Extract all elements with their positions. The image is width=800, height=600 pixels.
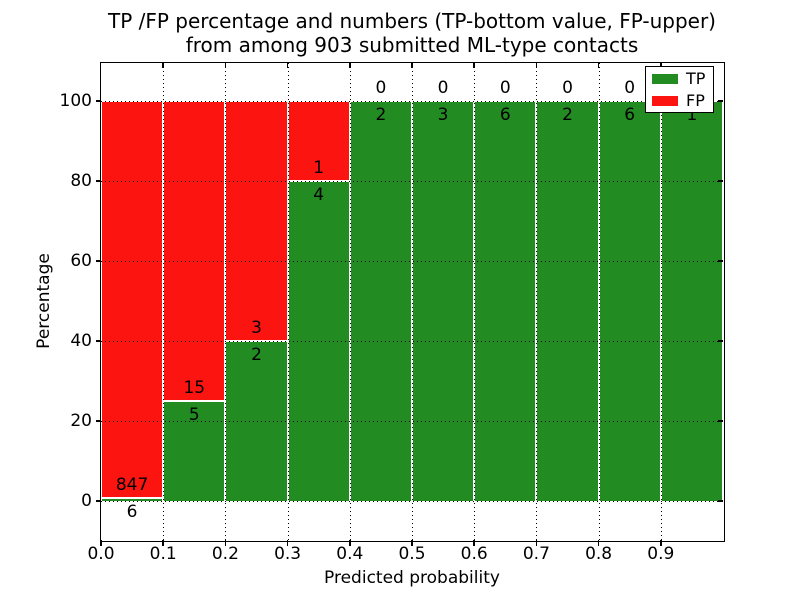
x-tick-mark [224,540,227,546]
y-tick-label: 60 [70,251,92,271]
x-tick-mark [286,540,289,546]
right-tick-mark [718,100,723,102]
vertical-gridline [474,63,476,540]
y-tick-label: 40 [70,331,92,351]
tp-legend-swatch-icon [652,73,678,84]
top-tick-mark [411,63,413,68]
tp-count-label: 6 [126,501,138,522]
vertical-gridline [598,63,600,540]
top-tick-mark [660,63,662,68]
y-tick-label: 80 [70,171,92,191]
y-tick-label: 100 [59,91,92,111]
top-tick-mark [286,63,289,68]
y-tick-mark [95,420,101,422]
tp-count-label: 1 [686,104,698,125]
x-tick-label: 0.1 [149,544,177,564]
tp-count-label: 6 [624,104,636,125]
tp-count-label: 2 [251,344,262,365]
tp-count-label: 3 [437,104,449,125]
legend-label-tp: TP [686,68,706,88]
vertical-gridline [287,63,289,540]
tp-bar-segment [474,101,537,501]
x-tick-label: 0.3 [274,544,302,564]
top-tick-mark [349,63,351,68]
right-tick-mark [718,500,723,502]
y-tick-mark [95,180,101,182]
legend: TP FP [645,66,714,113]
x-tick-mark [100,540,102,546]
vertical-gridline [536,63,538,540]
top-tick-mark [535,63,538,68]
tp-bar-segment [660,101,723,501]
y-tick-mark [95,100,101,102]
tp-bar-segment [536,101,599,501]
fp-count-label: 0 [375,77,387,98]
x-tick-label: 0.8 [585,544,613,564]
x-tick-label: 0.0 [87,544,115,564]
tp-count-label: 2 [562,104,573,125]
chart-title-line2: from among 903 submitted ML-type contact… [185,33,639,57]
x-tick-label: 0.4 [336,544,364,564]
tp-count-label: 5 [188,404,200,425]
vertical-gridline [225,63,227,540]
tp-count-label: 4 [313,184,325,205]
top-tick-mark [224,63,227,68]
top-tick-mark [597,63,600,68]
fp-bar-segment [163,101,226,401]
fp-count-label: 847 [115,474,149,495]
x-tick-mark [162,540,164,546]
fp-count-label: 15 [183,377,206,398]
right-tick-mark [718,180,723,182]
right-tick-mark [718,260,723,262]
tp-bar-segment [598,101,661,501]
x-tick-label: 0.7 [522,544,550,564]
x-tick-mark [660,540,662,546]
chart-title: TP /FP percentage and numbers (TP-bottom… [101,9,723,57]
top-tick-mark [473,63,475,68]
legend-item-fp: FP [646,90,713,112]
y-tick-mark [95,340,101,342]
fp-count-label: 3 [251,317,262,338]
y-tick-mark [95,500,101,502]
x-tick-label: 0.5 [398,544,426,564]
tp-count-label: 6 [499,104,511,125]
tp-bar-segment [349,101,412,501]
top-tick-mark [162,63,164,68]
fp-count-label: 0 [562,77,573,98]
fp-bar-segment [101,101,164,499]
x-tick-mark [535,540,538,546]
y-tick-label: 20 [70,411,92,431]
fp-count-label: 1 [313,157,325,178]
chart-title-line1: TP /FP percentage and numbers (TP-bottom… [108,9,716,33]
x-tick-label: 0.6 [460,544,488,564]
vertical-gridline [660,63,662,540]
y-tick-mark [95,260,101,262]
fp-count-label: 0 [499,77,511,98]
x-tick-mark [597,540,600,546]
y-tick-label: 0 [81,491,92,511]
x-tick-label: 0.2 [211,544,239,564]
vertical-gridline [412,63,413,540]
legend-item-tp: TP [646,68,713,90]
plot-area: 84761553214020306020601 [99,61,725,542]
legend-label-fp: FP [686,91,705,110]
x-tick-mark [349,540,351,546]
tp-bar-segment [101,498,164,501]
fp-bar-segment [225,101,288,341]
right-tick-mark [718,340,723,342]
x-axis-label: Predicted probability [324,568,500,588]
tp-count-label: 2 [375,104,387,125]
vertical-gridline [349,63,351,540]
fp-legend-swatch-icon [652,96,678,106]
fp-count-label: 0 [624,77,636,98]
x-tick-mark [411,540,413,546]
tp-bar-segment [412,101,475,501]
x-tick-label: 0.9 [647,544,675,564]
fp-count-label: 0 [437,77,449,98]
x-tick-mark [473,540,475,546]
tp-bar-segment [163,401,226,501]
vertical-gridline [163,63,165,540]
right-tick-mark [718,420,723,422]
